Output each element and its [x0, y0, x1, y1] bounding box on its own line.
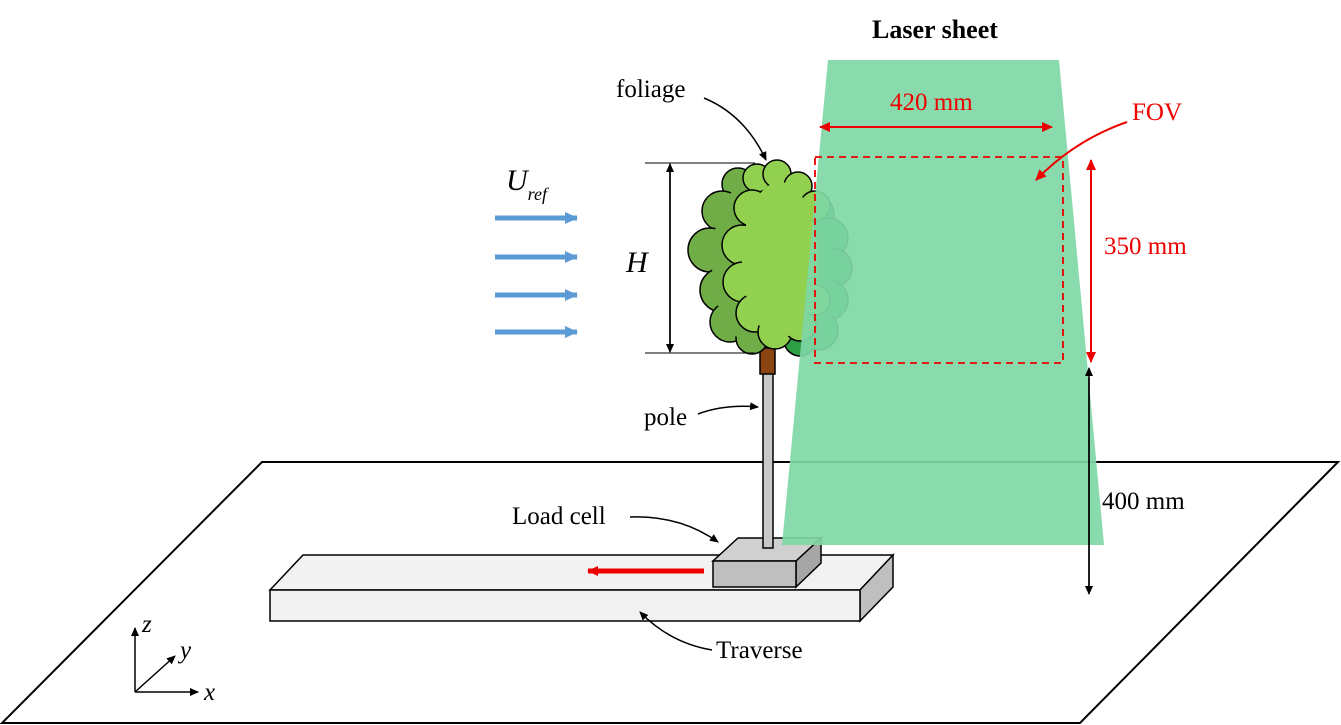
axis-z-label: z [141, 611, 152, 638]
fov-rectangle [814, 156, 1064, 364]
uref-label: Uref [506, 164, 550, 204]
inflow-arrows [495, 212, 578, 338]
pole-pointer-arrow [697, 402, 759, 415]
foliage-pointer-arrow [703, 97, 767, 161]
laser-sheet [782, 60, 1104, 545]
fov-pointer-arrow [1035, 121, 1128, 181]
load-cell-label: Load cell [512, 503, 606, 530]
trunk [759, 347, 776, 375]
dimension-420-label: 420 mm [890, 89, 973, 116]
traverse-label: Traverse [716, 637, 803, 664]
traverse-pointer-arrow [639, 611, 713, 651]
foliage-label: foliage [616, 76, 685, 103]
coordinate-axes [131, 627, 199, 696]
load-cell-pointer-arrow [629, 516, 719, 543]
fov-label: FOV [1132, 99, 1182, 126]
pole-label: pole [644, 404, 687, 431]
axis-y-label: y [177, 637, 192, 664]
pole [762, 371, 774, 549]
laser-sheet-label: Laser sheet [872, 15, 998, 44]
dimension-400-label: 400 mm [1102, 488, 1185, 515]
height-H-label: H [625, 246, 650, 279]
axis-x-label: x [203, 679, 215, 706]
dimension-350-label: 350 mm [1104, 233, 1187, 260]
